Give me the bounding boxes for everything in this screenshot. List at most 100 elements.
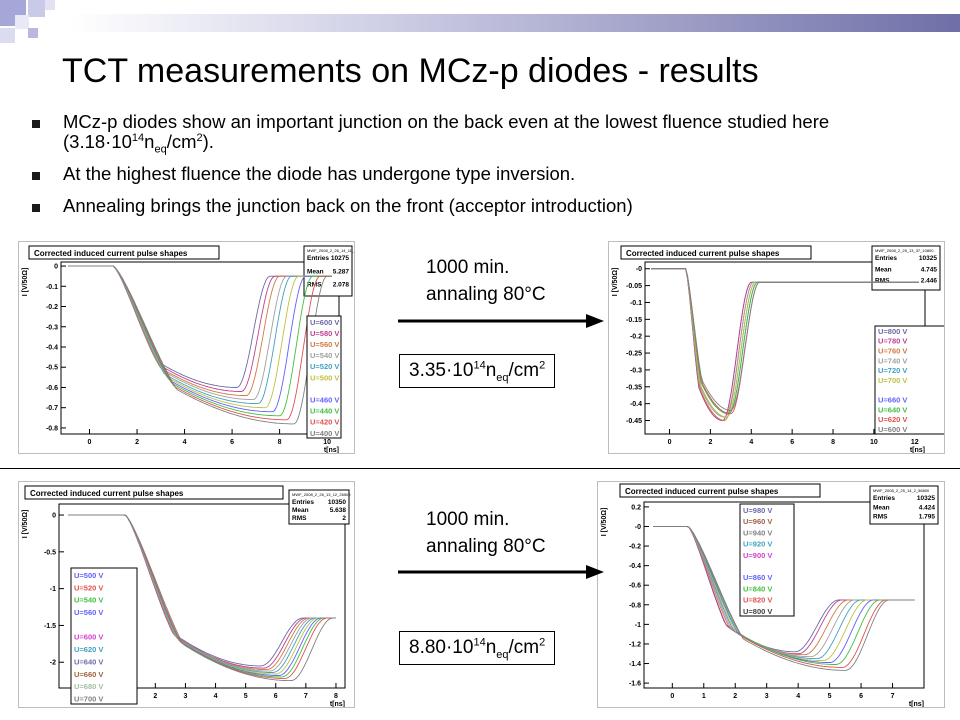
bullet-text: n [144,131,155,152]
corner-square [15,15,29,29]
bullet-marker [32,204,40,212]
x-tick-label: 4 [796,693,800,700]
legend-entry: U=960 V [743,517,772,526]
stats-value: 2 [342,515,346,522]
superscript: 2 [539,636,546,649]
x-tick-label: 3 [765,693,769,700]
stats-box [303,245,353,297]
stats-value: 10275 [331,255,349,262]
stats-value: 1.795 [919,514,936,521]
legend-entry: U=620 V [74,645,103,654]
legend-entry: U=520 V [74,583,103,592]
legend-entry: U=660 V [74,670,103,679]
legend-entry: U=900 V [743,551,772,560]
y-axis-label: I [V/50Ω] [22,510,29,539]
legend-entry: U=400 V [310,429,339,438]
y-axis-label: I [V/50Ω] [601,508,608,537]
x-tick-label: 5 [828,693,832,700]
plot-bottom-right: Corrected induced current pulse shapes MW… [597,481,945,708]
x-tick-label: 4 [749,439,753,446]
x-tick-label: 5 [244,693,248,700]
series-line [68,265,332,425]
legend-entry: U=800 V [878,327,907,336]
corner-square [28,0,45,17]
legend-box [874,325,944,435]
chart-title: Corrected induced current pulse shapes [626,249,780,258]
y-tick-label: -0 [636,266,642,273]
legend-box [739,503,795,617]
fluence-text: /cm [508,360,540,381]
legend-entry: U=600 V [878,425,907,434]
fluence-text: n [485,360,497,381]
x-tick-label: 4 [214,693,218,700]
series-line [651,268,919,411]
y-tick-label: 0 [54,264,58,271]
legend-entry: U=920 V [743,540,772,549]
header-bar [70,14,960,32]
x-tick-label: 6 [790,439,794,446]
y-tick-label: -2 [50,660,56,667]
superscript: 14 [473,636,486,649]
stats-value: 2.078 [333,282,350,289]
bullet-marker [32,120,40,128]
fluence-text: n [485,637,497,658]
y-tick-label: 0 [52,513,56,520]
x-tick-label: 0 [668,439,672,446]
arrow-bottom [398,565,604,579]
stats-value: 2.446 [921,278,938,285]
corner-square [28,28,38,38]
legend-entry: U=980 V [743,506,772,515]
stats-key: Mean [307,268,324,275]
x-tick-label: 8 [334,693,338,700]
legend-entry: U=940 V [743,528,772,537]
legend-entry: U=680 V [74,682,103,691]
y-tick-label: -0.8 [629,602,641,609]
bullet-text: MCz-p diodes show an important junction … [63,111,830,152]
stats-key: Entries [875,255,897,262]
series-line [653,526,915,671]
stats-value: 10325 [917,495,935,502]
x-tick-label: 10 [323,439,331,446]
chart-title: Corrected induced current pulse shapes [30,489,184,498]
fluence-box-bottom: 8.80·1014neq/cm2 [399,631,556,665]
y-tick-label: -0.35 [626,384,642,391]
stats-key: RMS [292,515,307,522]
x-axis-label: t[ns] [909,701,924,707]
legend-entry: U=820 V [743,596,772,605]
annealing-label-top: 1000 min. annaling 80°C [426,254,546,308]
legend-box [306,315,342,439]
x-tick-label: 3 [183,693,187,700]
y-tick-label: -0.7 [46,405,58,412]
x-tick-label: 7 [891,693,895,700]
x-tick-label: 6 [274,693,278,700]
bullet-item: Annealing brings the junction back on th… [30,196,930,216]
chart-title-box [620,245,812,260]
chart-title-box [28,245,220,260]
x-tick-label: 6 [230,439,234,446]
arrow-top [398,314,604,328]
annealing-label-bottom: 1000 min. annaling 80°C [426,506,546,560]
fluence-box-top: 3.35·1014neq/cm2 [399,354,556,388]
fluence-text: 3.35·10 [409,360,474,381]
x-tick-label: 0 [670,693,674,700]
y-axis-label: I [V/50Ω] [22,268,29,297]
legend-entry: U=740 V [878,356,907,365]
plot-top-left: Corrected induced current pulse shapes MW… [18,241,355,454]
stats-box [869,485,939,525]
divider-line [0,468,960,469]
legend-entry: U=640 V [878,405,907,414]
legend-entry: U=840 V [743,584,772,593]
legend-entry: U=580 V [310,329,339,338]
y-tick-label: -0.4 [629,563,641,570]
y-tick-label: -0.4 [630,401,642,408]
legend-entry: U=720 V [878,366,907,375]
bullet-text: At the highest fluence the diode has und… [63,163,576,184]
stats-value: 5.638 [330,507,347,514]
y-tick-label: -0.2 [630,334,642,341]
legend-entry: U=660 V [878,396,907,405]
plot-top-right: Corrected induced current pulse shapes MW… [608,241,945,454]
x-tick-label: 2 [135,439,139,446]
legend-entry: U=560 V [74,608,103,617]
subscript: eq [496,648,509,661]
bullet-marker [32,172,40,180]
